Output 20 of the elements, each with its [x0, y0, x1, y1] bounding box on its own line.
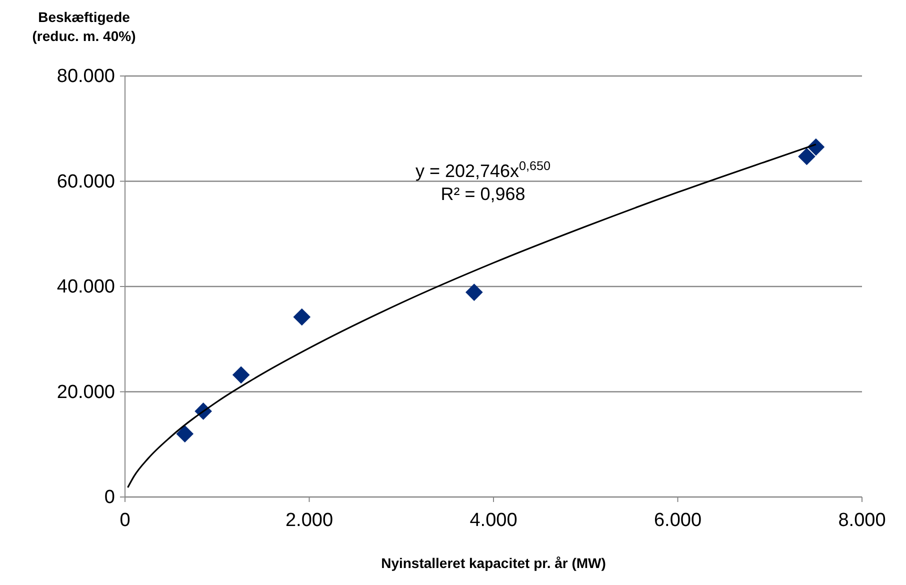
annotation: y = 202,746x$^{0,650}$ [415, 159, 551, 181]
y-tick-label: 0 [104, 487, 115, 508]
point [807, 138, 825, 156]
y-axis-title: Beskæftigede (reduc. m. 40%) [32, 9, 136, 44]
x-tick-label: 0 [120, 510, 130, 531]
y-tick-label: 80.000 [56, 66, 115, 88]
point [232, 366, 250, 384]
y-tick-label: 60.000 [56, 171, 115, 192]
y-tick-label: 40.000 [56, 276, 115, 298]
x-tick-label: 6.000 [654, 510, 702, 531]
x-tick-label: 2.000 [285, 510, 334, 531]
x-axis-title: Nyinstalleret kapacitet pr. år (MW) [381, 555, 606, 571]
annotation: R² = 0,968 [440, 184, 526, 204]
y-tick-label: 20.000 [56, 382, 115, 403]
point [798, 148, 816, 166]
point [293, 308, 311, 326]
x-tick-label: 8.000 [838, 510, 886, 531]
point [465, 284, 483, 301]
point [176, 425, 194, 443]
x-tick-label: 4.000 [470, 510, 518, 531]
